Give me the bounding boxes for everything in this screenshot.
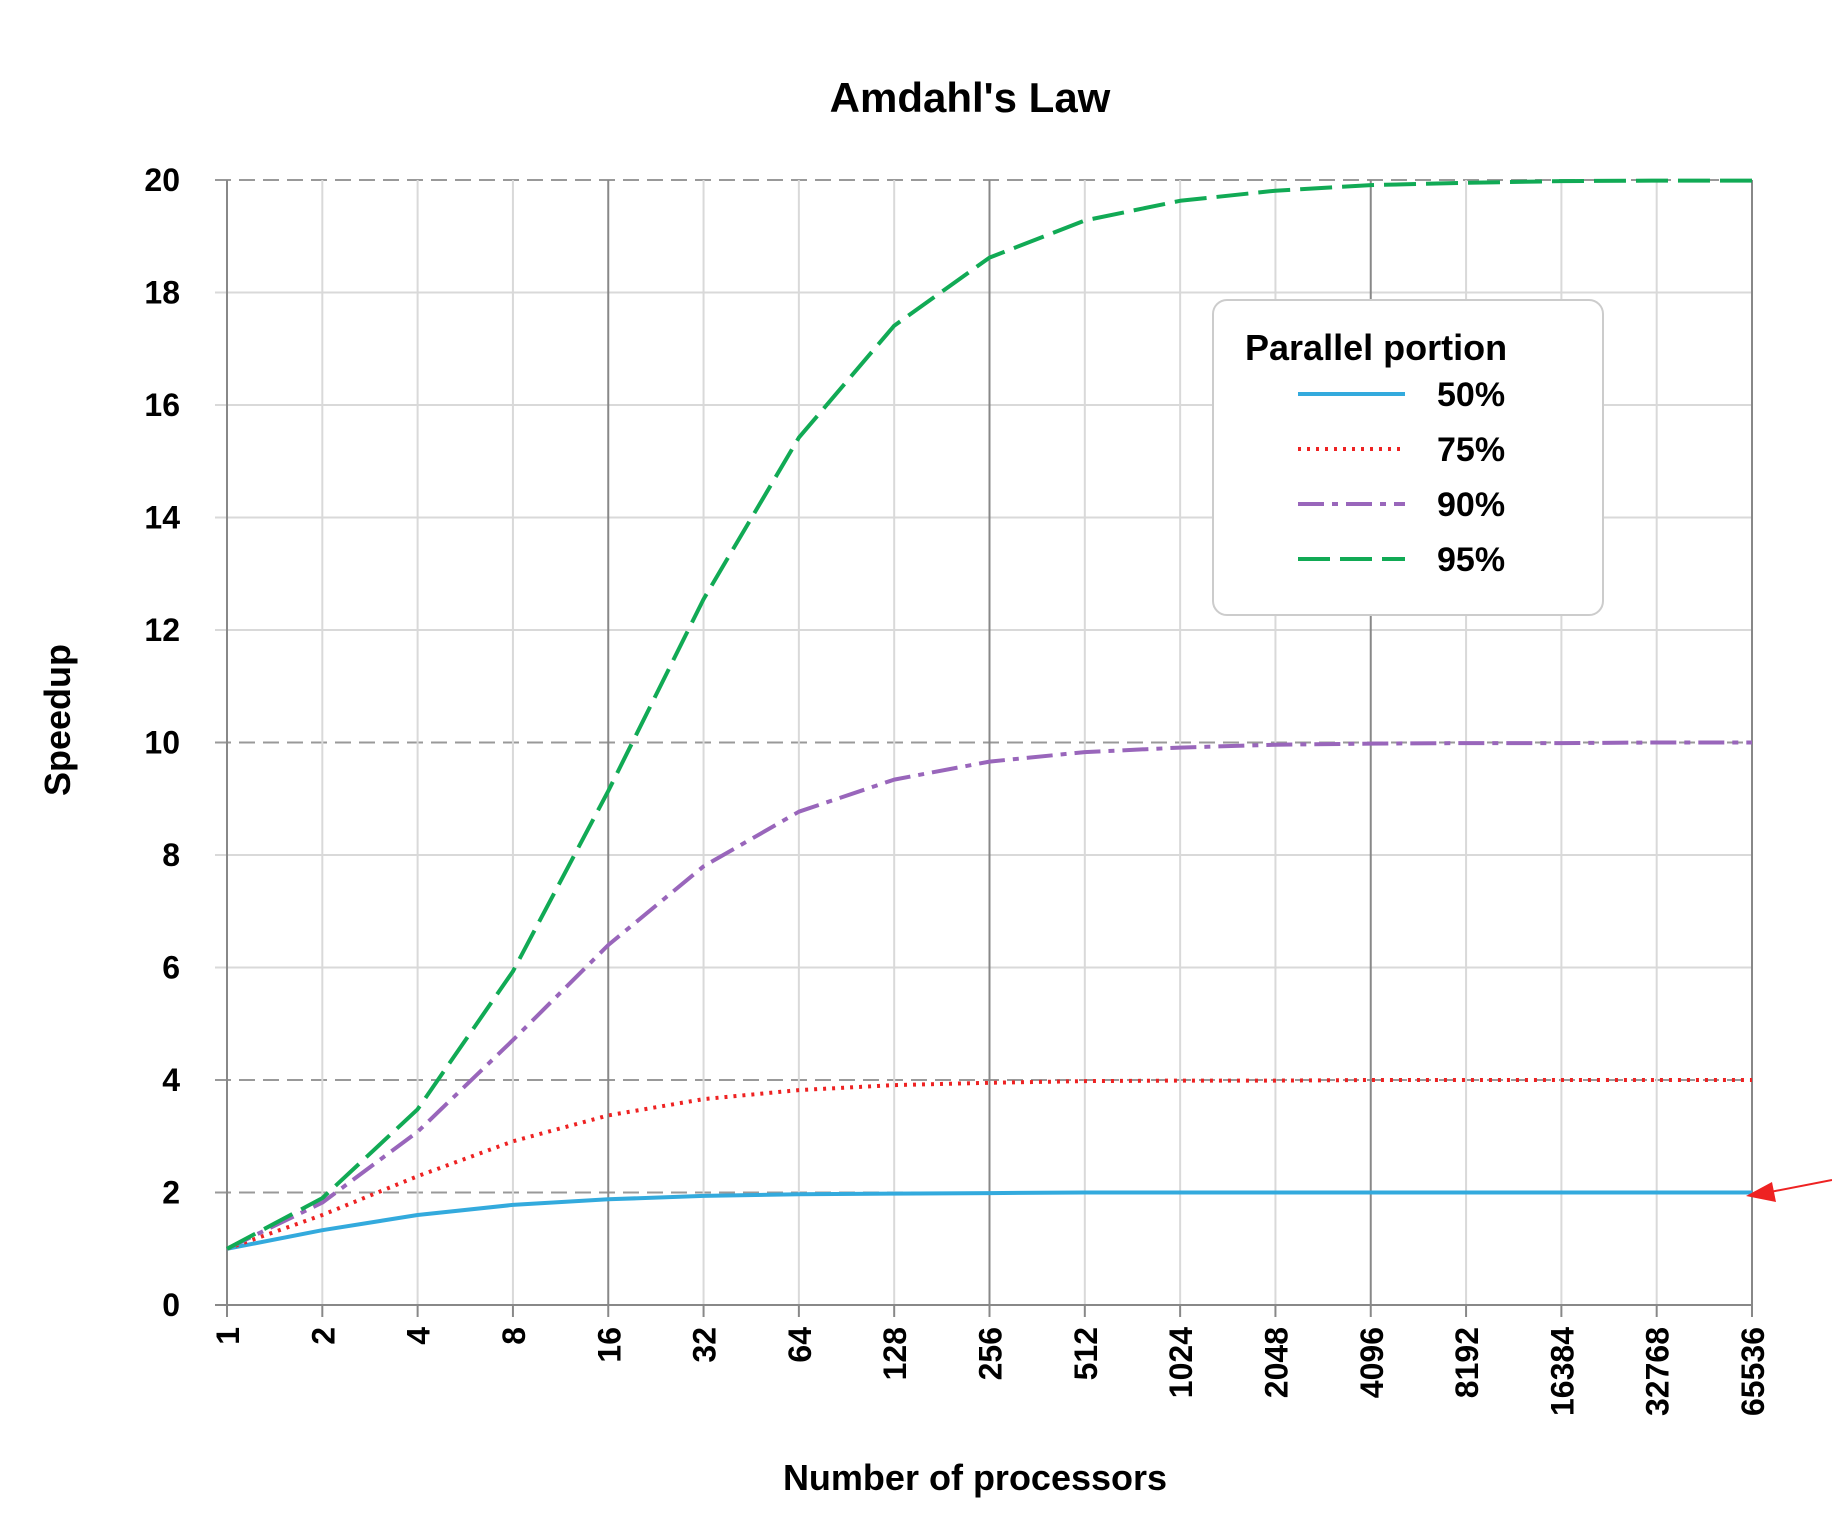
x-tick-label: 256 bbox=[973, 1327, 1009, 1380]
legend-label: 75% bbox=[1437, 431, 1505, 469]
y-tick-label: 2 bbox=[162, 1175, 180, 1211]
legend: Parallel portion 50% 75% 90% 95% bbox=[1212, 299, 1604, 616]
x-tick-label: 16 bbox=[591, 1327, 627, 1363]
y-axis-label: Speedup bbox=[37, 644, 78, 796]
x-tick-label: 8 bbox=[496, 1327, 532, 1345]
arrow-shaft bbox=[1764, 1179, 1832, 1194]
x-tick-label: 16384 bbox=[1544, 1327, 1580, 1416]
series-lines bbox=[226, 178, 1752, 1251]
x-tick-label: 1 bbox=[210, 1327, 246, 1345]
axes bbox=[215, 180, 1753, 1317]
x-tick-labels: 1 2 4 8 16 32 64 128 256 512 1024 2048 4096 8192 16384… bbox=[210, 1327, 1771, 1416]
arrowhead bbox=[1746, 1182, 1776, 1202]
y-tick-label: 12 bbox=[144, 612, 180, 648]
chart-title: Amdahl's Law bbox=[830, 74, 1111, 121]
x-tick-label: 128 bbox=[877, 1327, 913, 1380]
series-line-90pct bbox=[226, 740, 1752, 1251]
x-tick-label: 2048 bbox=[1258, 1327, 1294, 1398]
x-tick-label: 4 bbox=[401, 1327, 437, 1345]
x-tick-label: 65536 bbox=[1735, 1327, 1771, 1416]
series-line-50pct bbox=[226, 1190, 1752, 1251]
annotation-arrow bbox=[1746, 1179, 1832, 1202]
y-tick-labels: 0 2 4 6 8 10 12 14 16 18 20 bbox=[144, 162, 180, 1323]
y-tick-label: 8 bbox=[162, 837, 180, 873]
x-tick-label: 1024 bbox=[1163, 1327, 1199, 1398]
legend-label: 90% bbox=[1437, 486, 1505, 524]
y-tick-label: 14 bbox=[144, 500, 180, 536]
legend-label: 50% bbox=[1437, 376, 1505, 414]
y-tick-label: 10 bbox=[144, 725, 180, 761]
y-tick-label: 16 bbox=[144, 387, 180, 423]
x-tick-label: 4096 bbox=[1354, 1327, 1390, 1398]
legend-items: 50% 75% 90% 95% bbox=[1298, 376, 1505, 579]
y-tick-label: 6 bbox=[162, 950, 180, 986]
x-tick-label: 64 bbox=[782, 1327, 818, 1363]
y-tick-label: 0 bbox=[162, 1287, 180, 1323]
series-line-75pct bbox=[226, 1078, 1752, 1251]
legend-title: Parallel portion bbox=[1245, 327, 1507, 368]
x-tick-label: 2 bbox=[305, 1327, 341, 1345]
y-tick-label: 4 bbox=[162, 1062, 180, 1098]
y-tick-label: 20 bbox=[144, 162, 180, 198]
x-tick-label: 32768 bbox=[1640, 1327, 1676, 1416]
x-axis-label: Number of processors bbox=[783, 1457, 1167, 1498]
legend-box bbox=[1212, 299, 1604, 616]
x-tick-label: 512 bbox=[1068, 1327, 1104, 1380]
y-tick-label: 18 bbox=[144, 275, 180, 311]
x-tick-label: 32 bbox=[687, 1327, 723, 1363]
legend-label: 95% bbox=[1437, 541, 1505, 579]
series-line-95pct bbox=[226, 178, 1752, 1251]
x-tick-label: 8192 bbox=[1449, 1327, 1485, 1398]
